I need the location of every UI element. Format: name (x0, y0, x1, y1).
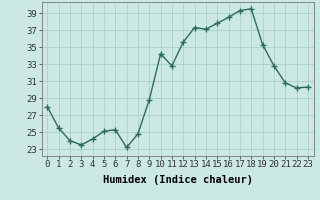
X-axis label: Humidex (Indice chaleur): Humidex (Indice chaleur) (103, 175, 252, 185)
